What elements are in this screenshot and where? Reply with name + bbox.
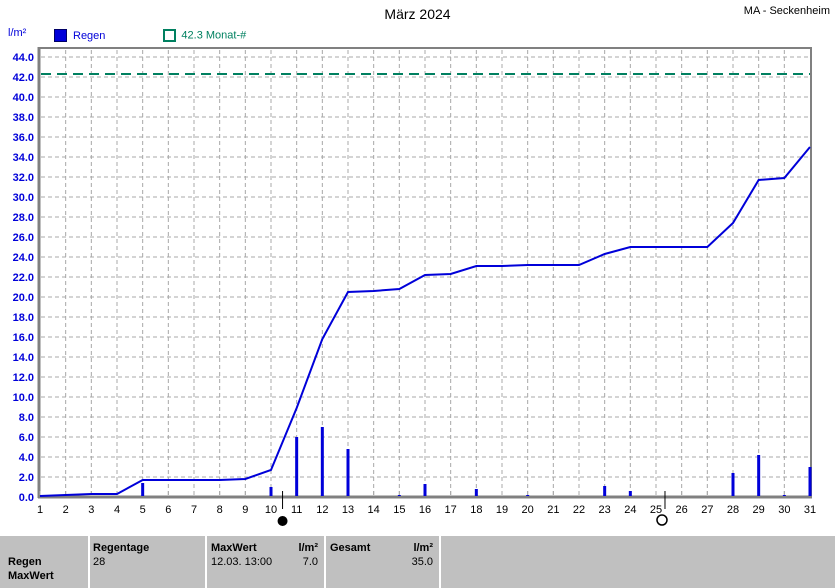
cumulative-rain-line	[39, 146, 811, 497]
station-label: MA - Seckenheim	[743, 5, 830, 17]
x-tick-label: 28	[727, 504, 739, 516]
y-tick-label: 30.0	[13, 192, 34, 204]
table-separator	[439, 536, 441, 588]
y-tick-label: 34.0	[13, 152, 34, 164]
table-separator	[205, 536, 207, 588]
x-tick-label: 20	[522, 504, 534, 516]
y-tick-label: 28.0	[13, 212, 34, 224]
y-tick-label: 38.0	[13, 112, 34, 124]
x-tick-label: 26	[676, 504, 688, 516]
maxwert-unit: l/m²	[298, 542, 318, 554]
regentage-value: 28	[93, 556, 106, 568]
x-tick-label: 29	[753, 504, 765, 516]
gesamt-unit: l/m²	[413, 542, 433, 554]
y-tick-label: 40.0	[13, 92, 34, 104]
maxwert-amount: 7.0	[302, 556, 318, 568]
y-tick-label: 20.0	[13, 292, 34, 304]
x-tick-label: 12	[316, 504, 328, 516]
x-tick-label: 9	[242, 504, 248, 516]
y-axis-unit-label: l/m²	[8, 27, 27, 39]
x-tick-label: 24	[624, 504, 636, 516]
x-tick-label: 2	[63, 504, 69, 516]
x-tick-label: 16	[419, 504, 431, 516]
y-tick-label: 4.0	[19, 452, 34, 464]
x-tick-label: 4	[114, 504, 120, 516]
y-tick-label: 22.0	[13, 272, 34, 284]
x-tick-label: 7	[191, 504, 197, 516]
y-tick-label: 0.0	[19, 492, 34, 504]
x-tick-label: 8	[217, 504, 223, 516]
table-separator	[88, 536, 90, 588]
x-tick-label: 1	[37, 504, 43, 516]
x-tick-label: 18	[470, 504, 482, 516]
summary-table: Regen MaxWert Regentage 28 MaxWert l/m² …	[0, 536, 835, 588]
y-tick-label: 2.0	[19, 472, 34, 484]
gesamt-header: Gesamt	[330, 542, 371, 554]
y-tick-label: 24.0	[13, 252, 34, 264]
regen-series-swatch-icon	[54, 29, 67, 42]
gesamt-amount: 35.0	[411, 556, 433, 568]
y-tick-label: 32.0	[13, 172, 34, 184]
x-tick-label: 10	[265, 504, 277, 516]
y-tick-label: 44.0	[13, 52, 34, 64]
maxwert-header: MaxWert	[211, 542, 257, 554]
regentage-header: Regentage	[93, 542, 150, 554]
legend: Regen 42.3 Monat-#	[54, 29, 246, 44]
row-label-regen: Regen	[8, 556, 42, 568]
x-tick-label: 30	[778, 504, 790, 516]
new-moon-icon	[277, 516, 288, 526]
x-tick-label: 31	[804, 504, 816, 516]
chart-title: März 2024	[384, 6, 451, 22]
rain-cumulative-chart: 1 2 3 4 5 6 7 8 9 10 11 12 13 14 15 16 17 18 19 20 21 22 23 24 2…	[13, 47, 816, 526]
y-tick-label: 42.0	[13, 72, 34, 84]
regen-legend-label: Regen	[73, 29, 106, 42]
x-tick-label: 15	[393, 504, 405, 516]
y-tick-label: 36.0	[13, 132, 34, 144]
table-separator	[324, 536, 326, 588]
x-tick-label: 11	[291, 504, 302, 516]
x-tick-label: 3	[88, 504, 94, 516]
x-tick-label: 6	[165, 504, 171, 516]
maxwert-datetime: 12.03. 13:00	[211, 556, 273, 568]
x-tick-label: 5	[140, 504, 146, 516]
x-tick-label: 19	[496, 504, 508, 516]
y-tick-label: 26.0	[13, 232, 34, 244]
row-label-maxwert: MaxWert	[8, 570, 54, 582]
x-tick-label: 13	[342, 504, 354, 516]
x-tick-label: 22	[573, 504, 585, 516]
x-tick-label: 21	[547, 504, 559, 516]
y-tick-label: 16.0	[13, 332, 34, 344]
x-tick-label: 25	[650, 504, 662, 516]
monthly-average-swatch-icon	[163, 29, 177, 42]
y-tick-label: 12.0	[13, 372, 34, 384]
x-tick-label: 14	[368, 504, 380, 516]
y-tick-label: 10.0	[13, 392, 34, 404]
x-tick-label: 23	[599, 504, 611, 516]
y-tick-label: 14.0	[13, 352, 34, 364]
y-tick-label: 6.0	[19, 432, 34, 444]
monthly-average-legend-label: 42.3 Monat-#	[181, 29, 247, 42]
y-tick-label: 18.0	[13, 312, 34, 324]
x-tick-label: 27	[701, 504, 713, 516]
full-moon-icon	[656, 514, 668, 526]
y-tick-label: 8.0	[19, 412, 34, 424]
x-tick-label: 17	[445, 504, 457, 516]
